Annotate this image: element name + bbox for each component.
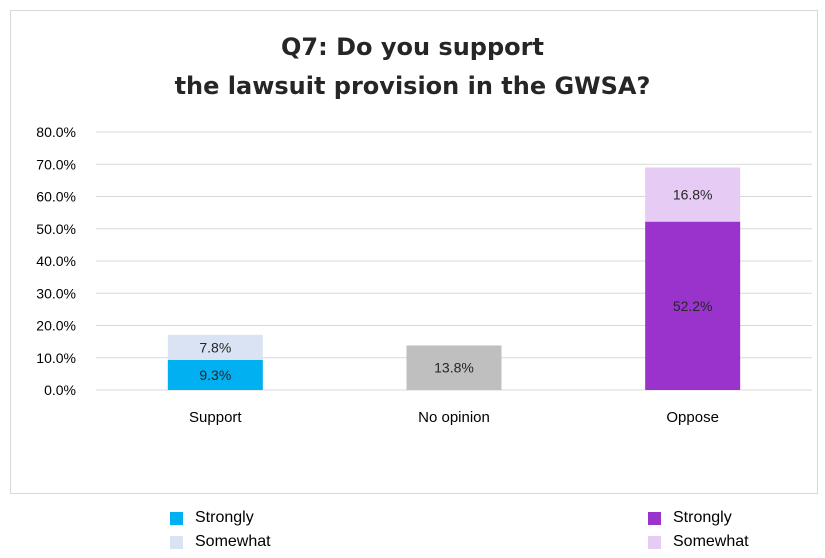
y-tick-label: 60.0% <box>36 189 76 205</box>
y-tick-label: 10.0% <box>36 350 76 366</box>
legend-swatch <box>648 511 661 525</box>
data-label: 52.2% <box>673 298 713 314</box>
bar-segment <box>406 345 502 390</box>
x-category-label: No opinion <box>418 409 490 426</box>
y-tick-label: 80.0% <box>36 124 76 140</box>
y-tick-label: 50.0% <box>36 221 76 237</box>
y-tick-label: 0.0% <box>44 382 76 398</box>
y-tick-label: 20.0% <box>36 318 76 334</box>
x-category-label: Oppose <box>666 409 719 426</box>
bar-segment <box>645 167 741 222</box>
legend-swatch <box>648 535 661 549</box>
legend-item: Somewhat <box>648 530 749 554</box>
legend-item: Somewhat <box>170 530 271 554</box>
bar-segment <box>645 221 741 390</box>
bar-segment <box>167 334 263 361</box>
legend-item: Strongly <box>648 506 749 530</box>
legend-swatch <box>170 535 183 549</box>
legend-label: Strongly <box>195 509 254 526</box>
data-label: 7.8% <box>199 339 231 355</box>
chart-title-line-1: Q7: Do you support <box>281 33 544 61</box>
data-label: 13.8% <box>434 360 474 376</box>
legend-swatch <box>170 511 183 525</box>
y-tick-label: 30.0% <box>36 285 76 301</box>
data-label: 9.3% <box>199 367 231 383</box>
legend-right: Strongly Somewhat <box>648 506 749 554</box>
bar-segment <box>167 360 263 390</box>
legend-label: Somewhat <box>673 533 749 550</box>
legend-label: Somewhat <box>195 533 271 550</box>
legend-item: Strongly <box>170 506 271 530</box>
legend-label: Strongly <box>673 509 732 526</box>
x-category-label: Support <box>189 409 242 426</box>
y-tick-label: 40.0% <box>36 253 76 269</box>
legend-left: Strongly Somewhat <box>170 506 271 554</box>
stacked-bar-chart: 0.0% 10.0% 20.0% 30.0% 40.0% 50.0% 60.0% 70.0% 8… <box>36 124 812 426</box>
y-tick-label: 70.0% <box>36 156 76 172</box>
chart-title-line-2: the lawsuit provision in the GWSA? <box>174 72 651 100</box>
data-label: 16.8% <box>673 187 713 203</box>
